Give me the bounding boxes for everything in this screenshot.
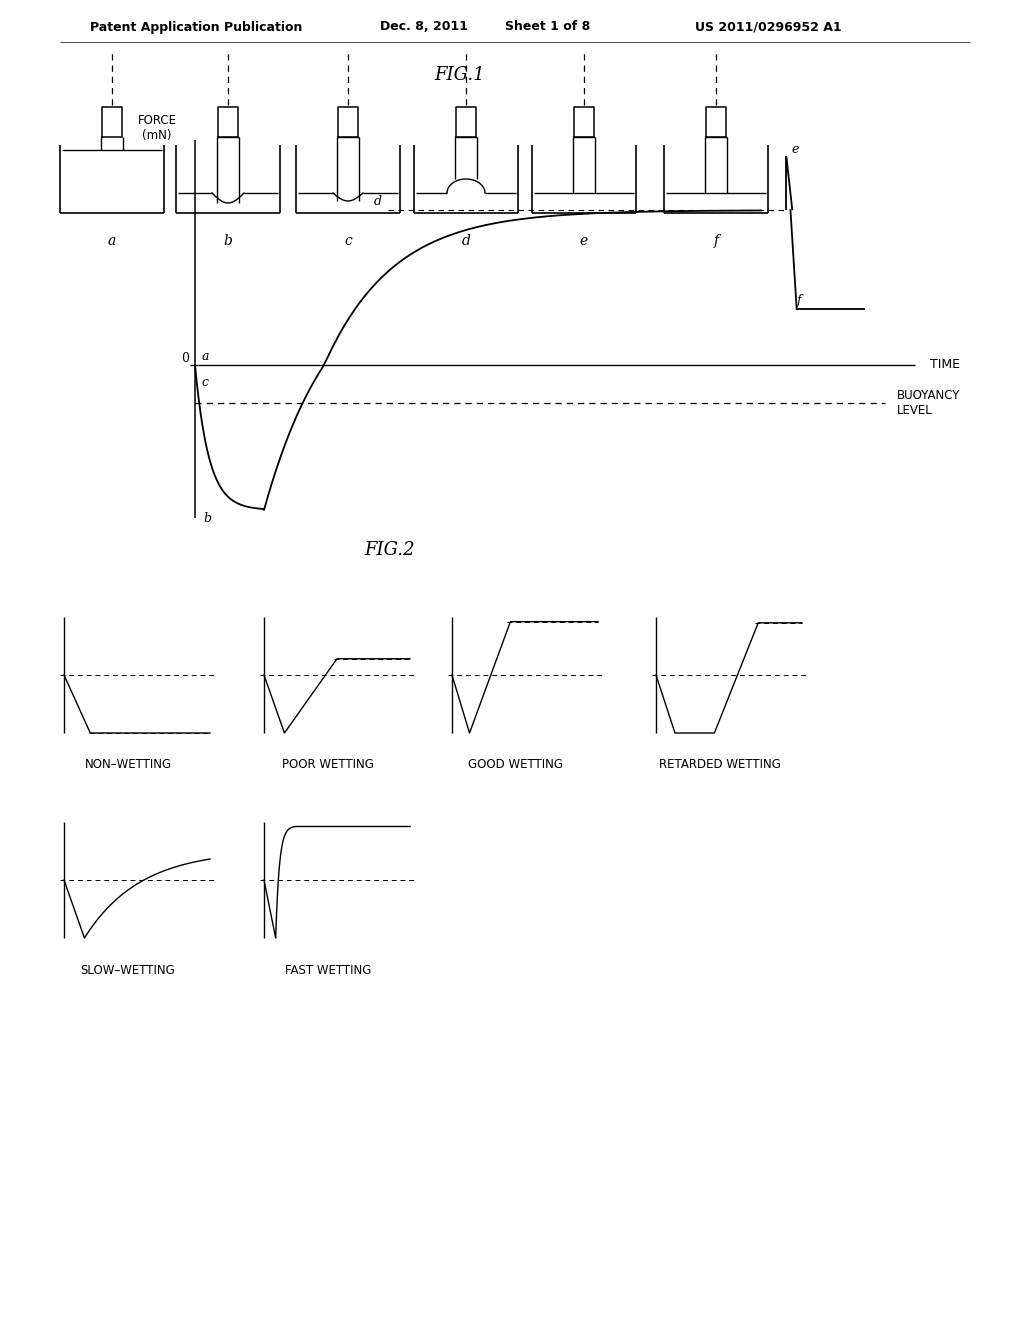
Text: d: d: [462, 234, 470, 248]
Text: TIME: TIME: [930, 359, 961, 371]
Text: e: e: [792, 143, 799, 156]
Text: b: b: [203, 511, 211, 524]
Text: c: c: [202, 376, 209, 389]
Text: GOOD WETTING: GOOD WETTING: [469, 759, 563, 771]
Text: Patent Application Publication: Patent Application Publication: [90, 21, 302, 33]
Text: US 2011/0296952 A1: US 2011/0296952 A1: [695, 21, 842, 33]
Text: d: d: [374, 195, 381, 207]
Text: Dec. 8, 2011: Dec. 8, 2011: [380, 21, 468, 33]
Text: NON–WETTING: NON–WETTING: [84, 759, 172, 771]
Text: c: c: [344, 234, 352, 248]
Text: FORCE
(mN): FORCE (mN): [137, 114, 176, 143]
Text: a: a: [108, 234, 116, 248]
Text: FIG.1: FIG.1: [434, 66, 485, 84]
Text: FIG.2: FIG.2: [365, 541, 416, 558]
Text: POOR WETTING: POOR WETTING: [282, 759, 374, 771]
Text: a: a: [202, 350, 209, 363]
Text: f: f: [714, 234, 719, 248]
Text: f: f: [797, 293, 801, 306]
Text: 0: 0: [181, 352, 189, 366]
Text: FAST WETTING: FAST WETTING: [285, 964, 371, 977]
Text: BUOYANCY
LEVEL: BUOYANCY LEVEL: [897, 389, 961, 417]
Text: Sheet 1 of 8: Sheet 1 of 8: [505, 21, 590, 33]
Text: e: e: [580, 234, 588, 248]
Text: b: b: [223, 234, 232, 248]
Text: SLOW–WETTING: SLOW–WETTING: [81, 964, 175, 977]
Text: RETARDED WETTING: RETARDED WETTING: [659, 759, 781, 771]
